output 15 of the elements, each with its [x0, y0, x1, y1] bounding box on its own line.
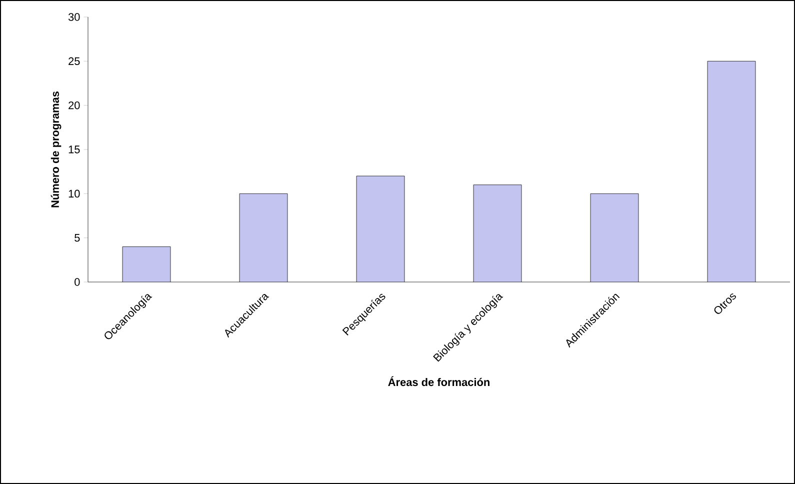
bar — [707, 60, 756, 282]
x-axis-title: Áreas de formación — [388, 376, 490, 386]
bar — [240, 194, 288, 282]
y-tick-label: 10 — [68, 190, 80, 198]
bar — [122, 246, 170, 282]
y-tick-label: 0 — [74, 278, 80, 286]
y-axis-title: Número de programas — [50, 92, 62, 208]
y-tick-label: 25 — [68, 57, 80, 66]
y-tick-label: 15 — [68, 146, 80, 154]
y-tick-label: 5 — [74, 234, 80, 242]
bar — [356, 176, 404, 282]
bar — [474, 184, 522, 282]
bar — [590, 194, 638, 282]
y-tick-label: 20 — [68, 101, 80, 110]
y-tick-label: 30 — [68, 13, 80, 21]
